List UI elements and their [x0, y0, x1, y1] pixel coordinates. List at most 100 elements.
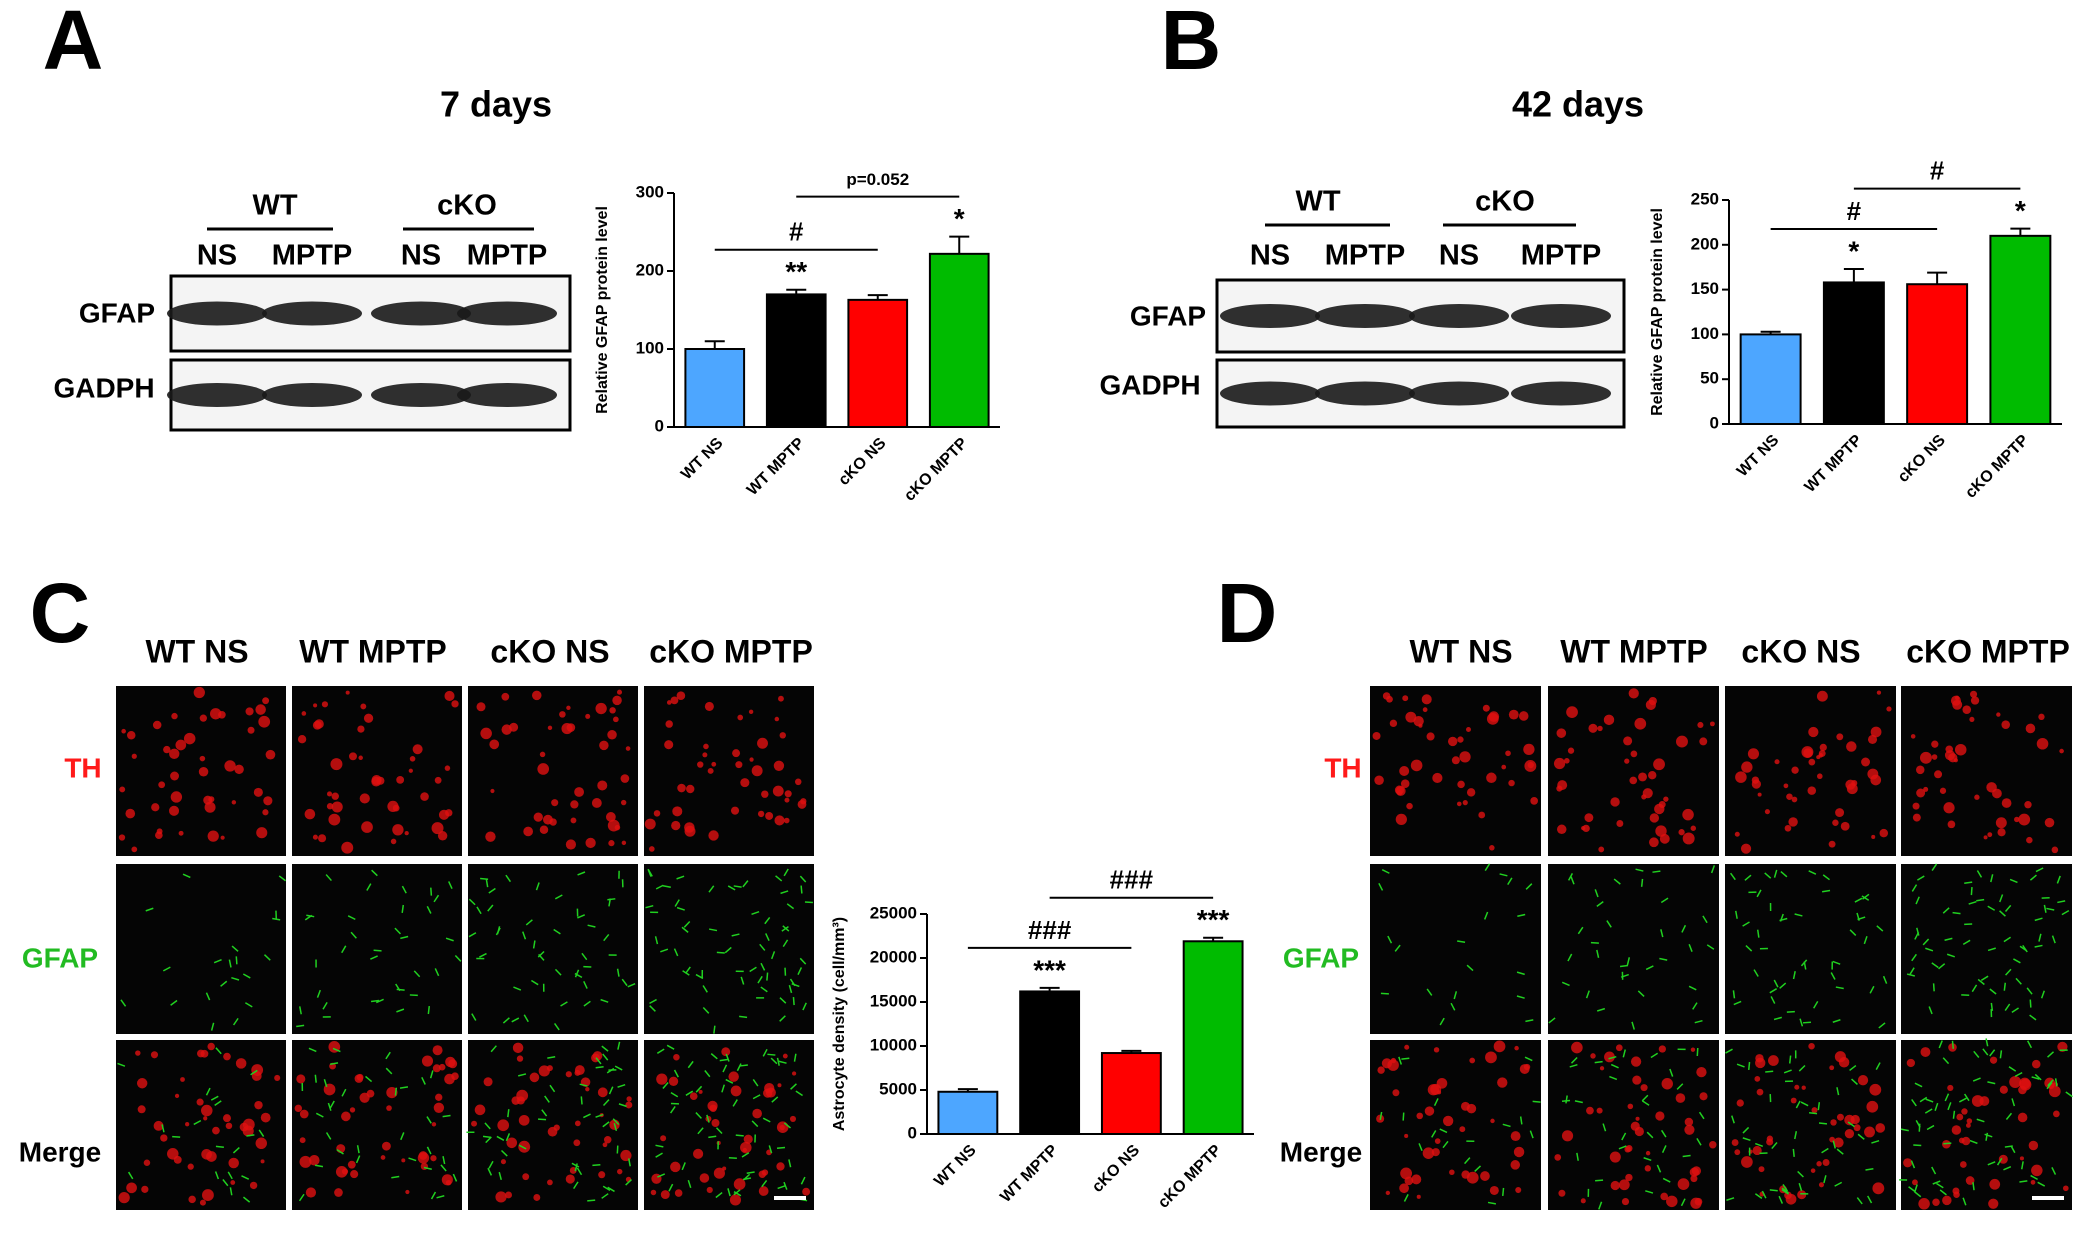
astrocyte [1401, 1057, 1410, 1060]
x-tick-label: WT NS [931, 1142, 980, 1191]
cell [1966, 1118, 1973, 1124]
micrograph-content [1906, 863, 2070, 1021]
panel-letter: D [1217, 566, 1278, 660]
cell [1603, 714, 1615, 726]
cell [2009, 1076, 2022, 1088]
astrocyte [1596, 1007, 1606, 1012]
cell [653, 810, 661, 817]
astrocyte [2008, 1066, 2017, 1072]
cell [118, 834, 126, 841]
y-tick-label: 100 [636, 338, 664, 357]
cell [689, 1092, 698, 1101]
cell [387, 800, 399, 812]
astrocyte [600, 998, 609, 1003]
cell [160, 1134, 168, 1142]
group-label: WT [1295, 186, 1340, 218]
bracket-label: # [1847, 196, 1862, 226]
astrocyte [1924, 1108, 1933, 1114]
astrocyte [1800, 1101, 1809, 1107]
cell [748, 709, 754, 715]
bar [1019, 990, 1081, 1135]
astrocyte [210, 1022, 215, 1031]
cell [1697, 721, 1704, 729]
cell [137, 1105, 146, 1114]
cell [323, 1083, 336, 1096]
cell [330, 758, 343, 771]
astrocyte [1832, 1019, 1841, 1023]
astrocyte [1938, 963, 1946, 970]
astrocyte [500, 1149, 508, 1157]
y-tick-label: 20000 [870, 947, 917, 966]
cell [1920, 1047, 1931, 1058]
astrocyte [1931, 863, 1938, 871]
astrocyte [1849, 1064, 1857, 1072]
cell [722, 1166, 727, 1171]
cell [2017, 1112, 2028, 1123]
astrocyte [1394, 944, 1401, 952]
cell [1690, 1197, 1702, 1209]
cell [706, 1186, 713, 1194]
astrocyte [727, 1188, 731, 1197]
cell [169, 805, 180, 816]
astrocyte [330, 1062, 339, 1065]
cell [359, 793, 370, 804]
cell [1457, 780, 1465, 789]
cell [1996, 712, 2001, 717]
astrocyte [602, 1053, 609, 1061]
astrocyte [213, 958, 222, 964]
cell [1609, 1151, 1621, 1163]
astrocyte [400, 1132, 405, 1141]
cell [730, 806, 740, 815]
astrocyte [325, 874, 332, 882]
astrocyte [608, 1086, 614, 1095]
cell [404, 830, 409, 836]
cell [1840, 821, 1850, 831]
cell [728, 1071, 739, 1082]
astrocyte [532, 940, 536, 949]
cell [1649, 813, 1660, 823]
bar [1989, 234, 2052, 425]
cell [242, 1125, 254, 1137]
astrocyte [1773, 979, 1779, 988]
cell [451, 1072, 459, 1081]
astrocyte [332, 1047, 341, 1053]
cell [196, 1049, 205, 1058]
astrocyte [1989, 1049, 1996, 1057]
row-label: Merge [1280, 1136, 1362, 1167]
astrocyte [778, 1060, 787, 1064]
cell [1480, 1171, 1490, 1181]
cell [1998, 1154, 2008, 1164]
cell [1828, 840, 1836, 848]
panel-title: 7 days [440, 84, 552, 125]
micrograph [1725, 864, 1896, 1034]
cell [1906, 1058, 1916, 1068]
cell [208, 796, 215, 803]
cell [539, 751, 546, 758]
cell [125, 808, 136, 819]
bar [684, 348, 746, 428]
cell [1561, 1130, 1574, 1142]
astrocyte [574, 969, 580, 978]
cell [693, 1148, 704, 1159]
astrocyte [1532, 1100, 1541, 1103]
micrograph-content [118, 686, 276, 853]
astrocyte [1731, 1115, 1735, 1124]
astrocyte [1529, 1130, 1534, 1139]
cell [326, 803, 334, 810]
micrograph [1725, 686, 1896, 856]
cell [598, 1171, 606, 1179]
astrocyte [1516, 995, 1525, 999]
astrocyte [1606, 920, 1612, 928]
astrocyte [2005, 1112, 2013, 1120]
cell [1553, 757, 1566, 770]
astrocyte [1710, 865, 1716, 874]
astrocyte [314, 1074, 317, 1083]
cell [1764, 809, 1770, 815]
cell [228, 1157, 239, 1169]
cell [776, 1162, 785, 1171]
cell [1758, 1166, 1765, 1173]
astrocyte [1725, 1048, 1733, 1054]
cell [1797, 1190, 1807, 1200]
cell [196, 1098, 204, 1106]
astrocyte [1836, 1148, 1844, 1155]
